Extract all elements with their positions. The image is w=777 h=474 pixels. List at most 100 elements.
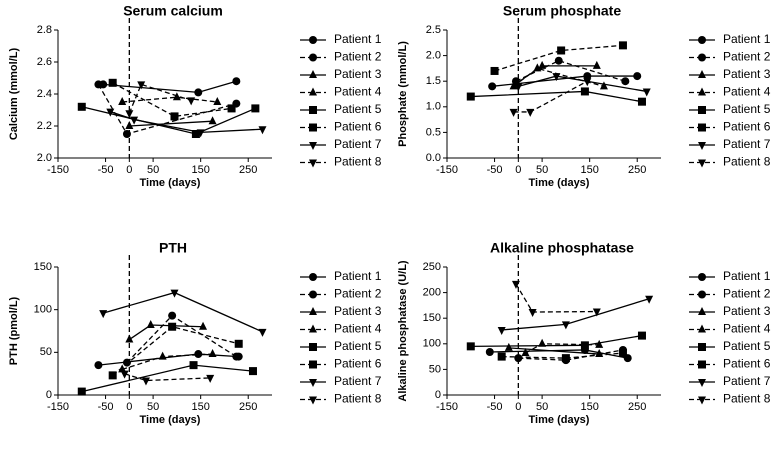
legend-marker <box>698 290 706 299</box>
legend-marker <box>309 307 317 315</box>
legend-label: Patient 8 <box>334 392 382 406</box>
legend-label: Patient 2 <box>334 50 382 64</box>
x-tick-label: 0 <box>126 164 132 176</box>
marker <box>533 63 542 72</box>
legend-label: Patient 7 <box>334 374 382 388</box>
legend-marker <box>309 273 317 281</box>
legend-marker <box>698 87 706 96</box>
marker <box>208 116 217 125</box>
legend-marker <box>309 396 317 405</box>
marker <box>137 81 146 90</box>
y-tick-label: 250 <box>423 261 441 273</box>
marker <box>232 77 241 86</box>
legend-marker <box>309 343 317 351</box>
legend-marker <box>698 53 706 62</box>
x-tick-label: -150 <box>436 401 458 413</box>
marker <box>538 60 547 69</box>
marker <box>232 352 241 361</box>
x-tick-label: -50 <box>487 401 503 413</box>
series-line <box>81 364 254 393</box>
legend-marker <box>698 70 706 78</box>
chart-title: Alkaline phosphatase <box>490 240 634 256</box>
legend-marker <box>309 70 317 78</box>
legend-marker <box>698 123 706 132</box>
legend-label: Patient 5 <box>723 339 771 353</box>
series-line <box>112 82 232 118</box>
legend-marker <box>309 87 317 96</box>
series-line <box>470 334 643 348</box>
x-tick-label: -50 <box>98 401 114 413</box>
x-tick-label: -150 <box>47 401 69 413</box>
y-tick-label: 0.5 <box>426 126 441 138</box>
marker <box>168 322 177 331</box>
marker <box>106 108 115 117</box>
marker <box>511 280 520 289</box>
y-tick-label: 0 <box>46 389 52 401</box>
y-tick-label: 50 <box>40 346 52 358</box>
marker <box>497 326 506 335</box>
legend-label: Patient 6 <box>723 120 771 134</box>
marker <box>196 129 205 138</box>
legend-label: Patient 7 <box>334 137 382 151</box>
series-line <box>501 298 650 331</box>
marker <box>514 354 523 363</box>
x-tick-label: 50 <box>147 164 159 176</box>
x-tick-label: -150 <box>436 164 458 176</box>
marker <box>258 328 267 337</box>
marker <box>77 387 86 396</box>
legend-label: Patient 4 <box>723 85 771 99</box>
series-line <box>124 373 211 382</box>
x-tick-label: 50 <box>147 401 159 413</box>
y-tick-label: 1.5 <box>426 75 441 87</box>
marker <box>120 370 129 379</box>
legend-label: Patient 4 <box>334 85 382 99</box>
legend-label: Patient 7 <box>723 137 771 151</box>
marker <box>488 82 497 91</box>
marker <box>538 338 547 347</box>
legend-marker <box>698 307 706 315</box>
marker <box>199 321 208 330</box>
marker <box>206 374 215 383</box>
x-tick-label: 0 <box>126 401 132 413</box>
legend-label: Patient 6 <box>334 120 382 134</box>
legend-marker <box>309 123 317 132</box>
x-tick-label: 50 <box>536 164 548 176</box>
x-tick-label: -50 <box>98 164 114 176</box>
legend-marker <box>309 53 317 62</box>
legend-label: Patient 4 <box>723 322 771 336</box>
marker <box>130 116 139 125</box>
marker <box>561 321 570 330</box>
marker <box>561 354 570 363</box>
y-tick-label: 200 <box>423 287 441 299</box>
marker <box>94 361 103 370</box>
series-line <box>470 90 643 103</box>
marker <box>485 347 494 356</box>
series-line <box>122 96 218 103</box>
marker <box>108 371 117 380</box>
marker <box>146 320 155 329</box>
chart-title: Serum phosphate <box>503 3 621 19</box>
legend-marker <box>698 273 706 281</box>
marker <box>552 73 561 82</box>
x-tick-label: 0 <box>515 164 521 176</box>
legend-marker <box>698 142 706 150</box>
marker <box>108 78 117 87</box>
legend-marker <box>309 324 317 333</box>
y-tick-label: 2.2 <box>37 120 52 132</box>
y-tick-label: 2.8 <box>37 24 52 36</box>
marker <box>618 349 627 358</box>
marker <box>141 377 150 386</box>
marker <box>94 80 103 89</box>
marker <box>170 112 179 121</box>
marker <box>509 108 518 117</box>
legend-marker <box>698 396 706 405</box>
y-tick-label: 2.5 <box>426 24 441 36</box>
legend-marker <box>309 142 317 150</box>
marker <box>599 81 608 90</box>
marker <box>645 295 654 304</box>
marker <box>168 311 177 320</box>
legend-label: Patient 6 <box>723 357 771 371</box>
marker <box>227 104 236 113</box>
series-line <box>508 347 600 355</box>
